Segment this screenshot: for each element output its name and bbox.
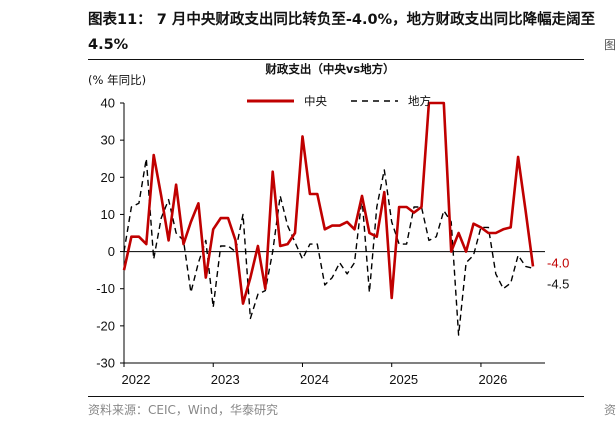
figure-headline: 图表11： 7 月中央财政支出同比转负至-4.0%，地方财政支出同比降幅走阔至 …: [88, 12, 596, 53]
series-line-central: [122, 101, 535, 305]
end-value-label-central: -4.0: [547, 255, 569, 270]
top-rule: [88, 59, 584, 60]
y-tick-label: -10: [96, 281, 115, 296]
legend-label-local: 地方: [408, 94, 431, 108]
x-tick-label: 2023: [211, 372, 240, 387]
x-tick-label: 2024: [300, 372, 329, 387]
clipped-text-fragment: 图: [604, 38, 616, 52]
x-tick-label: 2026: [478, 372, 507, 387]
bottom-rule: [88, 396, 584, 397]
clipped-source-fragment: 资: [604, 403, 616, 417]
series-line-local: [123, 157, 534, 336]
end-value-label-local: -4.5: [547, 276, 569, 291]
y-tick-label: 0: [108, 244, 115, 259]
y-tick-label: -20: [96, 318, 115, 333]
legend-label-central: 中央: [304, 94, 327, 108]
y-tick-label: 40: [101, 96, 115, 111]
series-layer: -4.5 -4.0: [122, 101, 569, 336]
source-note: 资料来源：CEIC，Wind，华泰研究: [88, 403, 279, 417]
y-tick-label: 10: [101, 207, 115, 222]
y-tick-label: -30: [96, 356, 115, 371]
axis-ticks: 40 30 20 10 0 -10 -20 -30 2022 2023 2024 2025 2026: [96, 96, 507, 388]
x-tick-label: 2025: [389, 372, 418, 387]
legend: 中央 地方: [247, 94, 431, 108]
x-tick-label: 2022: [122, 372, 151, 387]
chart-title: 财政支出（中央vs地方）: [264, 62, 394, 76]
y-tick-label: 30: [101, 133, 115, 148]
y-axis-unit-label: (% 年同比): [88, 73, 146, 87]
y-tick-label: 20: [101, 170, 115, 185]
